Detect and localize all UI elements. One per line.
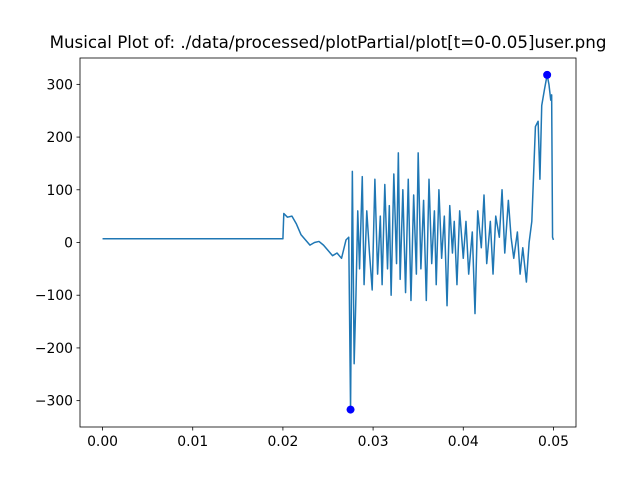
plot-frame xyxy=(79,57,577,428)
y-tick-label: 200 xyxy=(46,130,73,146)
x-tick-label: 0.05 xyxy=(538,434,569,450)
data-point xyxy=(543,70,552,79)
x-tick-label: 0.04 xyxy=(448,434,479,450)
data-point xyxy=(346,405,355,414)
y-tick-label: 300 xyxy=(46,77,73,93)
y-tick-label: 0 xyxy=(64,236,73,252)
x-tick-label: 0.00 xyxy=(87,434,118,450)
y-tick-label: −300 xyxy=(35,394,73,410)
x-tick-label: 0.03 xyxy=(358,434,389,450)
y-tick-label: 100 xyxy=(46,183,73,199)
y-tick-label: −200 xyxy=(35,341,73,357)
x-tick-label: 0.02 xyxy=(267,434,298,450)
data-line xyxy=(102,74,555,411)
y-tick-label: −100 xyxy=(35,288,73,304)
x-tick-label: 0.01 xyxy=(177,434,208,450)
chart-title: Musical Plot of: ./data/processed/plotPa… xyxy=(50,32,607,52)
